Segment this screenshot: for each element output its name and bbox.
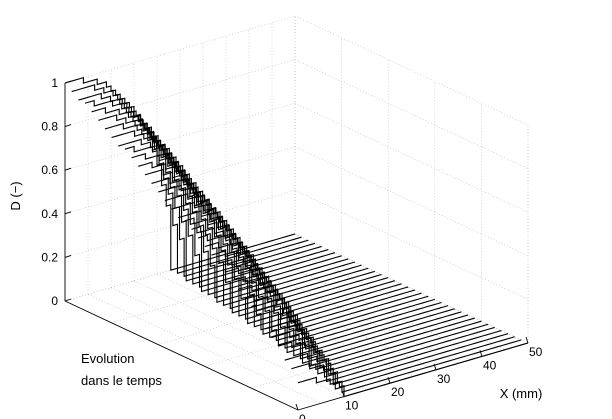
x-tick-label: 20: [391, 385, 405, 399]
x-tick: [341, 390, 345, 397]
series-curve: [111, 130, 342, 296]
grid-line: [202, 260, 437, 371]
grid-line: [64, 15, 296, 84]
grid-line: [294, 102, 529, 213]
z-tick-label: 0.4: [41, 207, 58, 221]
series-curve: [244, 294, 475, 368]
series-curve: [217, 258, 449, 354]
grid-line: [64, 146, 296, 215]
grid-line: [158, 277, 389, 345]
series-curve: [158, 184, 389, 320]
x-tick: [525, 336, 529, 344]
x-tick: [433, 363, 437, 370]
series-curve: [237, 284, 469, 364]
x-tick: [295, 403, 299, 411]
series-curve: [211, 250, 442, 349]
z-tick: [64, 211, 72, 215]
series-curve: [251, 304, 482, 371]
z-tick-label: 0.6: [41, 163, 58, 177]
grid-line: [64, 59, 296, 127]
series-curve: [231, 276, 462, 360]
z-tick: [64, 167, 72, 171]
grid-line: [204, 299, 435, 367]
time-axis-label-line2: dans le temps: [81, 373, 162, 388]
grid-line: [133, 280, 368, 391]
series-curve: [98, 114, 329, 288]
series-curve: [297, 342, 529, 398]
series-curves: [64, 76, 529, 398]
x-tick: [387, 377, 391, 384]
grid-line: [64, 102, 296, 171]
series-curve: [224, 267, 455, 357]
x-tick-label: 50: [529, 345, 543, 359]
grid-line: [294, 59, 529, 169]
series-curve: [104, 122, 336, 293]
x-tick-label: 10: [345, 399, 359, 413]
z-axis-ticks: 0 0.2 0.4 0.6 0.8 1: [41, 76, 72, 308]
series-curve: [131, 152, 362, 307]
series-curve: [64, 76, 296, 271]
grid-line: [248, 247, 483, 357]
z-tick-label: 0: [51, 294, 58, 308]
time-axis-line: [64, 300, 299, 411]
z-tick: [64, 80, 72, 84]
x-tick: [479, 350, 483, 357]
grid-line: [64, 233, 296, 302]
grid-line: [294, 233, 529, 344]
z-tick: [64, 254, 72, 258]
series-curve: [151, 177, 382, 317]
series-curve: [144, 168, 376, 314]
grid-line: [294, 15, 529, 126]
z-tick-label: 0.2: [41, 250, 58, 264]
x-tick-label: 40: [483, 358, 497, 372]
z-tick-label: 0.8: [41, 120, 58, 134]
series-curve: [204, 241, 435, 346]
grid-line: [64, 190, 296, 258]
grid-line: [111, 255, 342, 324]
series-curve: [84, 99, 316, 282]
z-tick: [64, 124, 72, 128]
series-curve: [91, 107, 322, 285]
grid-line: [271, 240, 506, 350]
x-axis-label: X (mm): [500, 386, 543, 401]
grid-line: [294, 146, 529, 257]
grid-line: [87, 294, 322, 404]
series-curve: [178, 210, 409, 331]
grid-line: [156, 273, 391, 384]
x-axis-ticks: 0 10 20 30 40 50: [295, 336, 543, 419]
x-tick-label: 0: [299, 412, 306, 419]
grid-line: [251, 320, 482, 389]
grid-line: [294, 190, 529, 300]
series-curve: [138, 161, 369, 310]
z-tick-label: 1: [51, 76, 58, 90]
z-tick: [64, 298, 72, 302]
time-axis-label-line1: Evolution: [81, 351, 134, 366]
z-axis-label: D (−): [8, 181, 23, 210]
grid-line: [110, 287, 345, 397]
series-curve: [124, 145, 356, 303]
x-tick-label: 30: [437, 372, 451, 386]
grid-line: [179, 267, 414, 377]
